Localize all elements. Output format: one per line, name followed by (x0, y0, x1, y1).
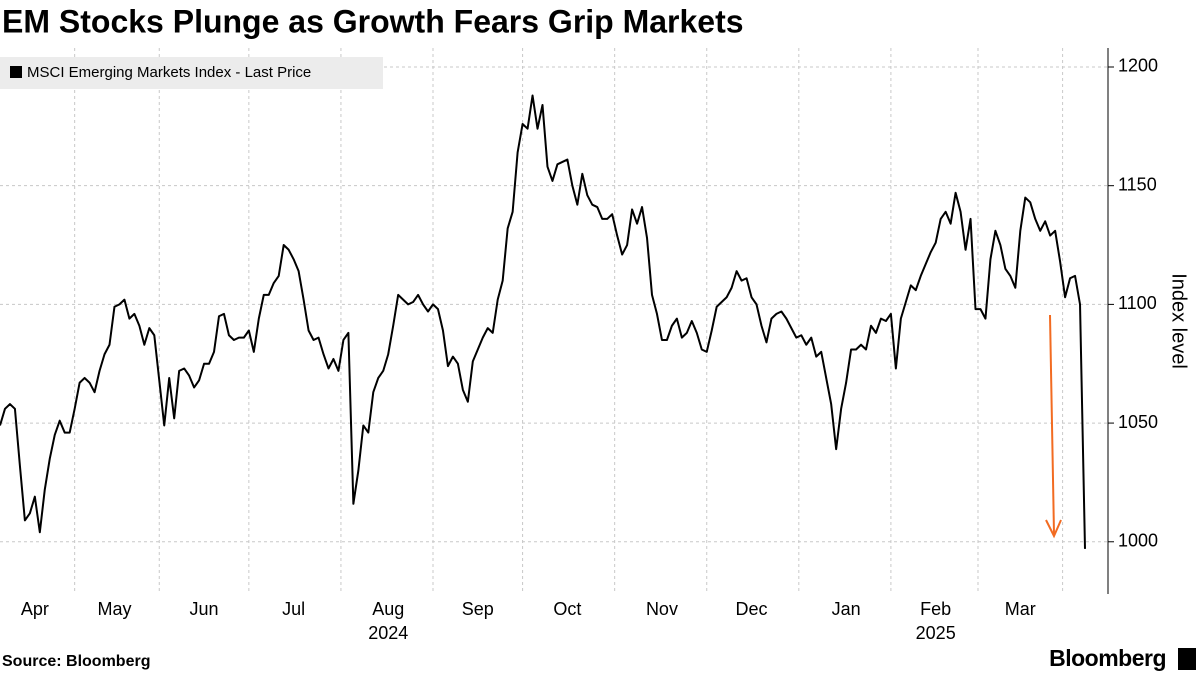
x-tick-label: Jun (190, 599, 219, 619)
x-tick-label: May (97, 599, 131, 619)
x-tick-label: Jan (832, 599, 861, 619)
y-tick-label: 1200 (1118, 56, 1158, 76)
y-tick-label: 1000 (1118, 531, 1158, 551)
line-series (0, 94, 1086, 549)
x-group-label: 2025 (916, 623, 956, 643)
x-tick-label: Apr (21, 599, 49, 619)
y-axis-label: Index level (1168, 273, 1190, 369)
legend-label: MSCI Emerging Markets Index - Last Price (27, 64, 311, 81)
x-group-label: 2024 (368, 623, 408, 643)
y-tick-label: 1150 (1118, 174, 1157, 194)
legend-swatch (10, 66, 22, 78)
x-tick-label: Sep (462, 599, 494, 619)
annotation-arrow (1045, 314, 1062, 539)
x-tick-label: Feb (920, 599, 951, 619)
x-tick-label: Mar (1005, 599, 1036, 619)
legend-box (0, 57, 383, 89)
source: Source: Bloomberg (2, 653, 150, 670)
x-tick-label: Jul (282, 599, 305, 619)
x-tick-label: Aug (372, 599, 404, 619)
y-tick-label: 1100 (1118, 293, 1157, 313)
brand-logo: Bloomberg (1049, 645, 1166, 671)
x-tick-label: Nov (646, 599, 678, 619)
brand-icon (1178, 648, 1196, 670)
chart-title: EM Stocks Plunge as Growth Fears Grip Ma… (2, 3, 744, 39)
x-tick-label: Dec (736, 599, 768, 619)
x-tick-label: Oct (553, 599, 581, 619)
y-tick-label: 1050 (1118, 412, 1158, 432)
